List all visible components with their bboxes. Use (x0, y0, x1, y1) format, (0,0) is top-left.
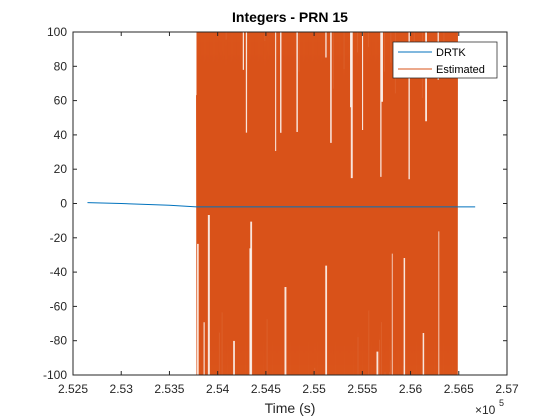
y-tick-label: -60 (50, 299, 68, 313)
estimated-band (196, 32, 458, 375)
y-tick-label: 60 (54, 94, 68, 108)
legend: DRTK Estimated (392, 41, 498, 79)
drtk-series (87, 202, 476, 208)
y-tick-label: 80 (54, 59, 68, 73)
x-tick-label: 2.55 (302, 382, 326, 396)
x-tick-label: 2.545 (251, 382, 281, 396)
y-tick-label: 100 (47, 25, 67, 39)
drtk-line (87, 202, 476, 208)
y-tick-label: -20 (50, 231, 68, 245)
x-axis: 2.525 2.53 2.535 2.54 2.545 2.55 2.555 2.56 2.56… (58, 32, 519, 396)
legend-label-drtk: DRTK (436, 47, 466, 59)
x-tick-label: 2.525 (58, 382, 88, 396)
legend-label-estimated: Estimated (436, 64, 485, 76)
x-tick-label: 2.565 (444, 382, 474, 396)
x-tick-label: 2.53 (110, 382, 134, 396)
y-tick-label: 0 (60, 197, 67, 211)
estimated-series (196, 31, 458, 376)
y-axis: -100 -80 -60 -40 -20 0 20 40 60 80 100 (43, 25, 507, 382)
x-axis-label: Time (s) (265, 400, 316, 416)
legend-box (392, 41, 498, 79)
x-tick-label: 2.57 (495, 382, 519, 396)
x-exponent-base: ×10 (475, 403, 496, 417)
y-tick-label: 40 (54, 128, 68, 142)
x-exponent-power: 5 (499, 398, 504, 408)
y-tick-label: -80 (50, 334, 68, 348)
x-tick-label: 2.56 (399, 382, 423, 396)
x-tick-label: 2.54 (206, 382, 230, 396)
y-tick-label: -40 (50, 265, 68, 279)
y-tick-label: 20 (54, 162, 68, 176)
x-tick-label: 2.535 (154, 382, 184, 396)
chart-title: Integers - PRN 15 (232, 9, 348, 25)
x-tick-label: 2.555 (347, 382, 377, 396)
y-tick-label: -100 (43, 368, 67, 382)
